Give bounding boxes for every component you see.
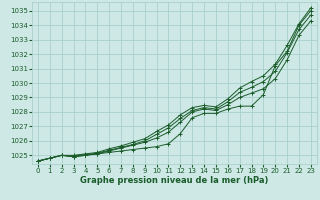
X-axis label: Graphe pression niveau de la mer (hPa): Graphe pression niveau de la mer (hPa) [80, 176, 268, 185]
